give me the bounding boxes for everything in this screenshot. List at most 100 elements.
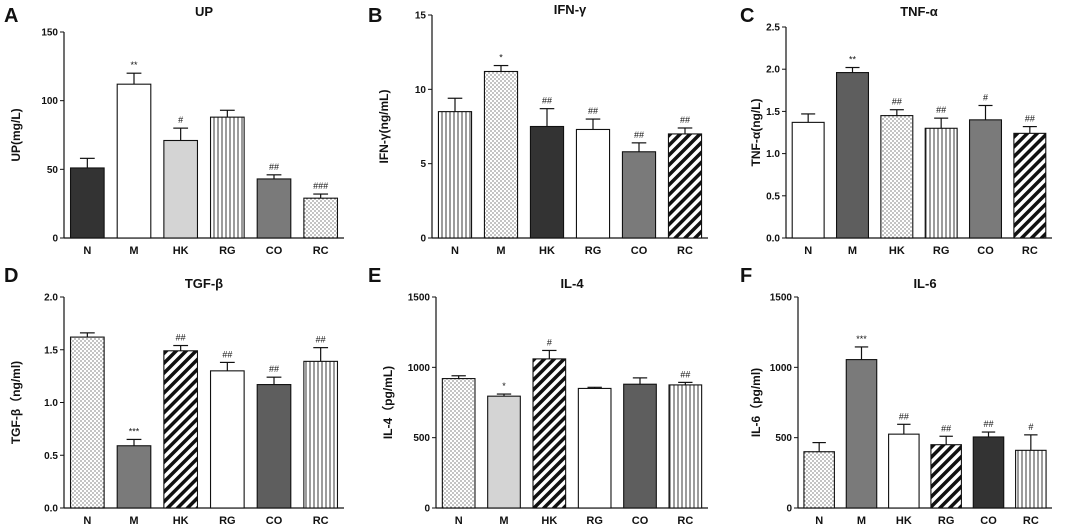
bar-n [803, 451, 835, 509]
significance-label: ## [680, 115, 690, 125]
x-tick-label: N [83, 515, 91, 527]
x-tick-label: HK [173, 515, 189, 527]
significance-label: *** [129, 426, 140, 436]
y-tick-label: 50 [47, 165, 59, 176]
panel-letter: D [4, 265, 18, 287]
significance-label: ** [130, 60, 138, 70]
x-tick-label: RG [586, 515, 603, 527]
significance-label: * [502, 381, 506, 391]
y-tick-label: 500 [775, 433, 792, 444]
significance-label: ### [313, 181, 328, 191]
panel-d: D TGF-β TGF-β（ng/ml) 0.0 0.5 1.0 1.5 2.0 N M *** HK… [4, 265, 344, 527]
significance-label: ## [542, 96, 552, 106]
significance-label: ## [222, 349, 232, 359]
y-tick-label: 0 [424, 504, 430, 515]
chart-title: IFN-γ [554, 2, 587, 17]
x-tick-label: N [451, 245, 459, 257]
y-tick-label: 10 [415, 85, 427, 96]
bar-co [968, 119, 1003, 239]
significance-label: ## [1025, 114, 1035, 124]
bar-rg [930, 444, 962, 509]
significance-label: ## [269, 364, 279, 374]
chart-title: TNF-α [900, 4, 938, 19]
y-tick-label: 0.0 [44, 504, 58, 515]
y-tick-label: 5 [420, 159, 426, 170]
y-axis-label: IL-4（pg/mL) [380, 366, 395, 439]
chart-title: UP [195, 4, 213, 19]
bar-rc [667, 133, 703, 239]
x-tick-label: RC [313, 245, 329, 257]
x-tick-label: RC [313, 515, 329, 527]
x-tick-label: HK [173, 245, 189, 257]
y-tick-label: 0 [786, 504, 792, 515]
bar-m [835, 72, 870, 239]
bar-rc [303, 197, 339, 239]
bar-m [116, 83, 152, 239]
significance-label: ## [941, 423, 951, 433]
bar-hk [888, 433, 920, 509]
significance-label: # [178, 115, 183, 125]
significance-label: ## [176, 333, 186, 343]
panel-c: C TNF-α TNF-α(ng/L) 0.0 0.5 1.0 1.5 2.0 2.5 N M ** H… [740, 4, 1052, 257]
bar-n [437, 111, 473, 239]
panel-letter: C [740, 5, 754, 27]
x-tick-label: N [83, 245, 91, 257]
x-tick-label: RG [219, 245, 236, 257]
x-tick-label: HK [541, 515, 557, 527]
chart-title: IL-6 [913, 276, 936, 291]
y-axis-label: IL-6（pg/ml) [748, 368, 763, 437]
y-axis-label: TGF-β（ng/ml) [8, 361, 23, 444]
x-tick-label: RG [938, 515, 955, 527]
x-tick-label: RC [1022, 245, 1038, 257]
bar-m [116, 445, 152, 509]
significance-label: ** [849, 55, 857, 65]
bar-rg [924, 127, 958, 239]
x-tick-label: M [848, 245, 857, 257]
bar-rc [1013, 132, 1047, 239]
bar-n [791, 121, 825, 239]
chart-title: IL-4 [560, 276, 584, 291]
y-tick-label: 2.0 [44, 293, 58, 304]
x-tick-label: CO [977, 245, 994, 257]
bar-hk [880, 115, 914, 239]
x-tick-label: CO [266, 245, 283, 257]
significance-label: ## [936, 105, 946, 115]
x-tick-label: RG [585, 245, 602, 257]
y-tick-label: 1.5 [44, 345, 58, 356]
bar-hk [163, 139, 199, 239]
bar-m [845, 359, 878, 509]
chart-title: TGF-β [185, 276, 223, 291]
y-tick-label: 1000 [408, 363, 431, 374]
y-tick-label: 0.5 [44, 451, 58, 462]
x-tick-label: HK [539, 245, 555, 257]
significance-label: ## [316, 335, 326, 345]
y-tick-label: 150 [41, 28, 58, 39]
x-tick-label: CO [631, 245, 648, 257]
significance-label: # [1028, 422, 1033, 432]
panel-a: A UP UP(mg/L) 0 50 100 150 N M ** HK # RG CO ## RC ### [4, 4, 344, 257]
x-tick-label: RG [933, 245, 950, 257]
y-tick-label: 1.5 [766, 107, 780, 118]
y-tick-label: 0 [420, 234, 426, 245]
x-tick-label: M [857, 515, 866, 527]
bar-rc [303, 360, 339, 509]
significance-label: *** [856, 334, 867, 344]
x-tick-label: CO [980, 515, 997, 527]
significance-label: ## [634, 130, 644, 140]
bar-co [972, 436, 1005, 509]
panel-f: F IL-6 IL-6（pg/ml) 0 500 1000 1500 N M *** HK ## RG #… [740, 265, 1052, 527]
panel-b: B IFN-γ IFN-γ(ng/mL) 0 5 10 15 N M * HK ## RG ## CO ## R… [368, 2, 708, 257]
y-tick-label: 0.0 [766, 234, 780, 245]
bar-n [69, 167, 105, 239]
bar-n [69, 336, 105, 509]
y-axis-label: TNF-α(ng/L) [749, 98, 763, 166]
bar-hk [532, 358, 567, 509]
y-tick-label: 0.5 [766, 191, 780, 202]
significance-label: ## [680, 369, 690, 379]
bar-co [256, 384, 292, 509]
y-tick-label: 2.5 [766, 23, 780, 34]
panel-letter: B [368, 5, 382, 27]
x-tick-label: N [455, 515, 463, 527]
panel-letter: E [368, 265, 381, 287]
